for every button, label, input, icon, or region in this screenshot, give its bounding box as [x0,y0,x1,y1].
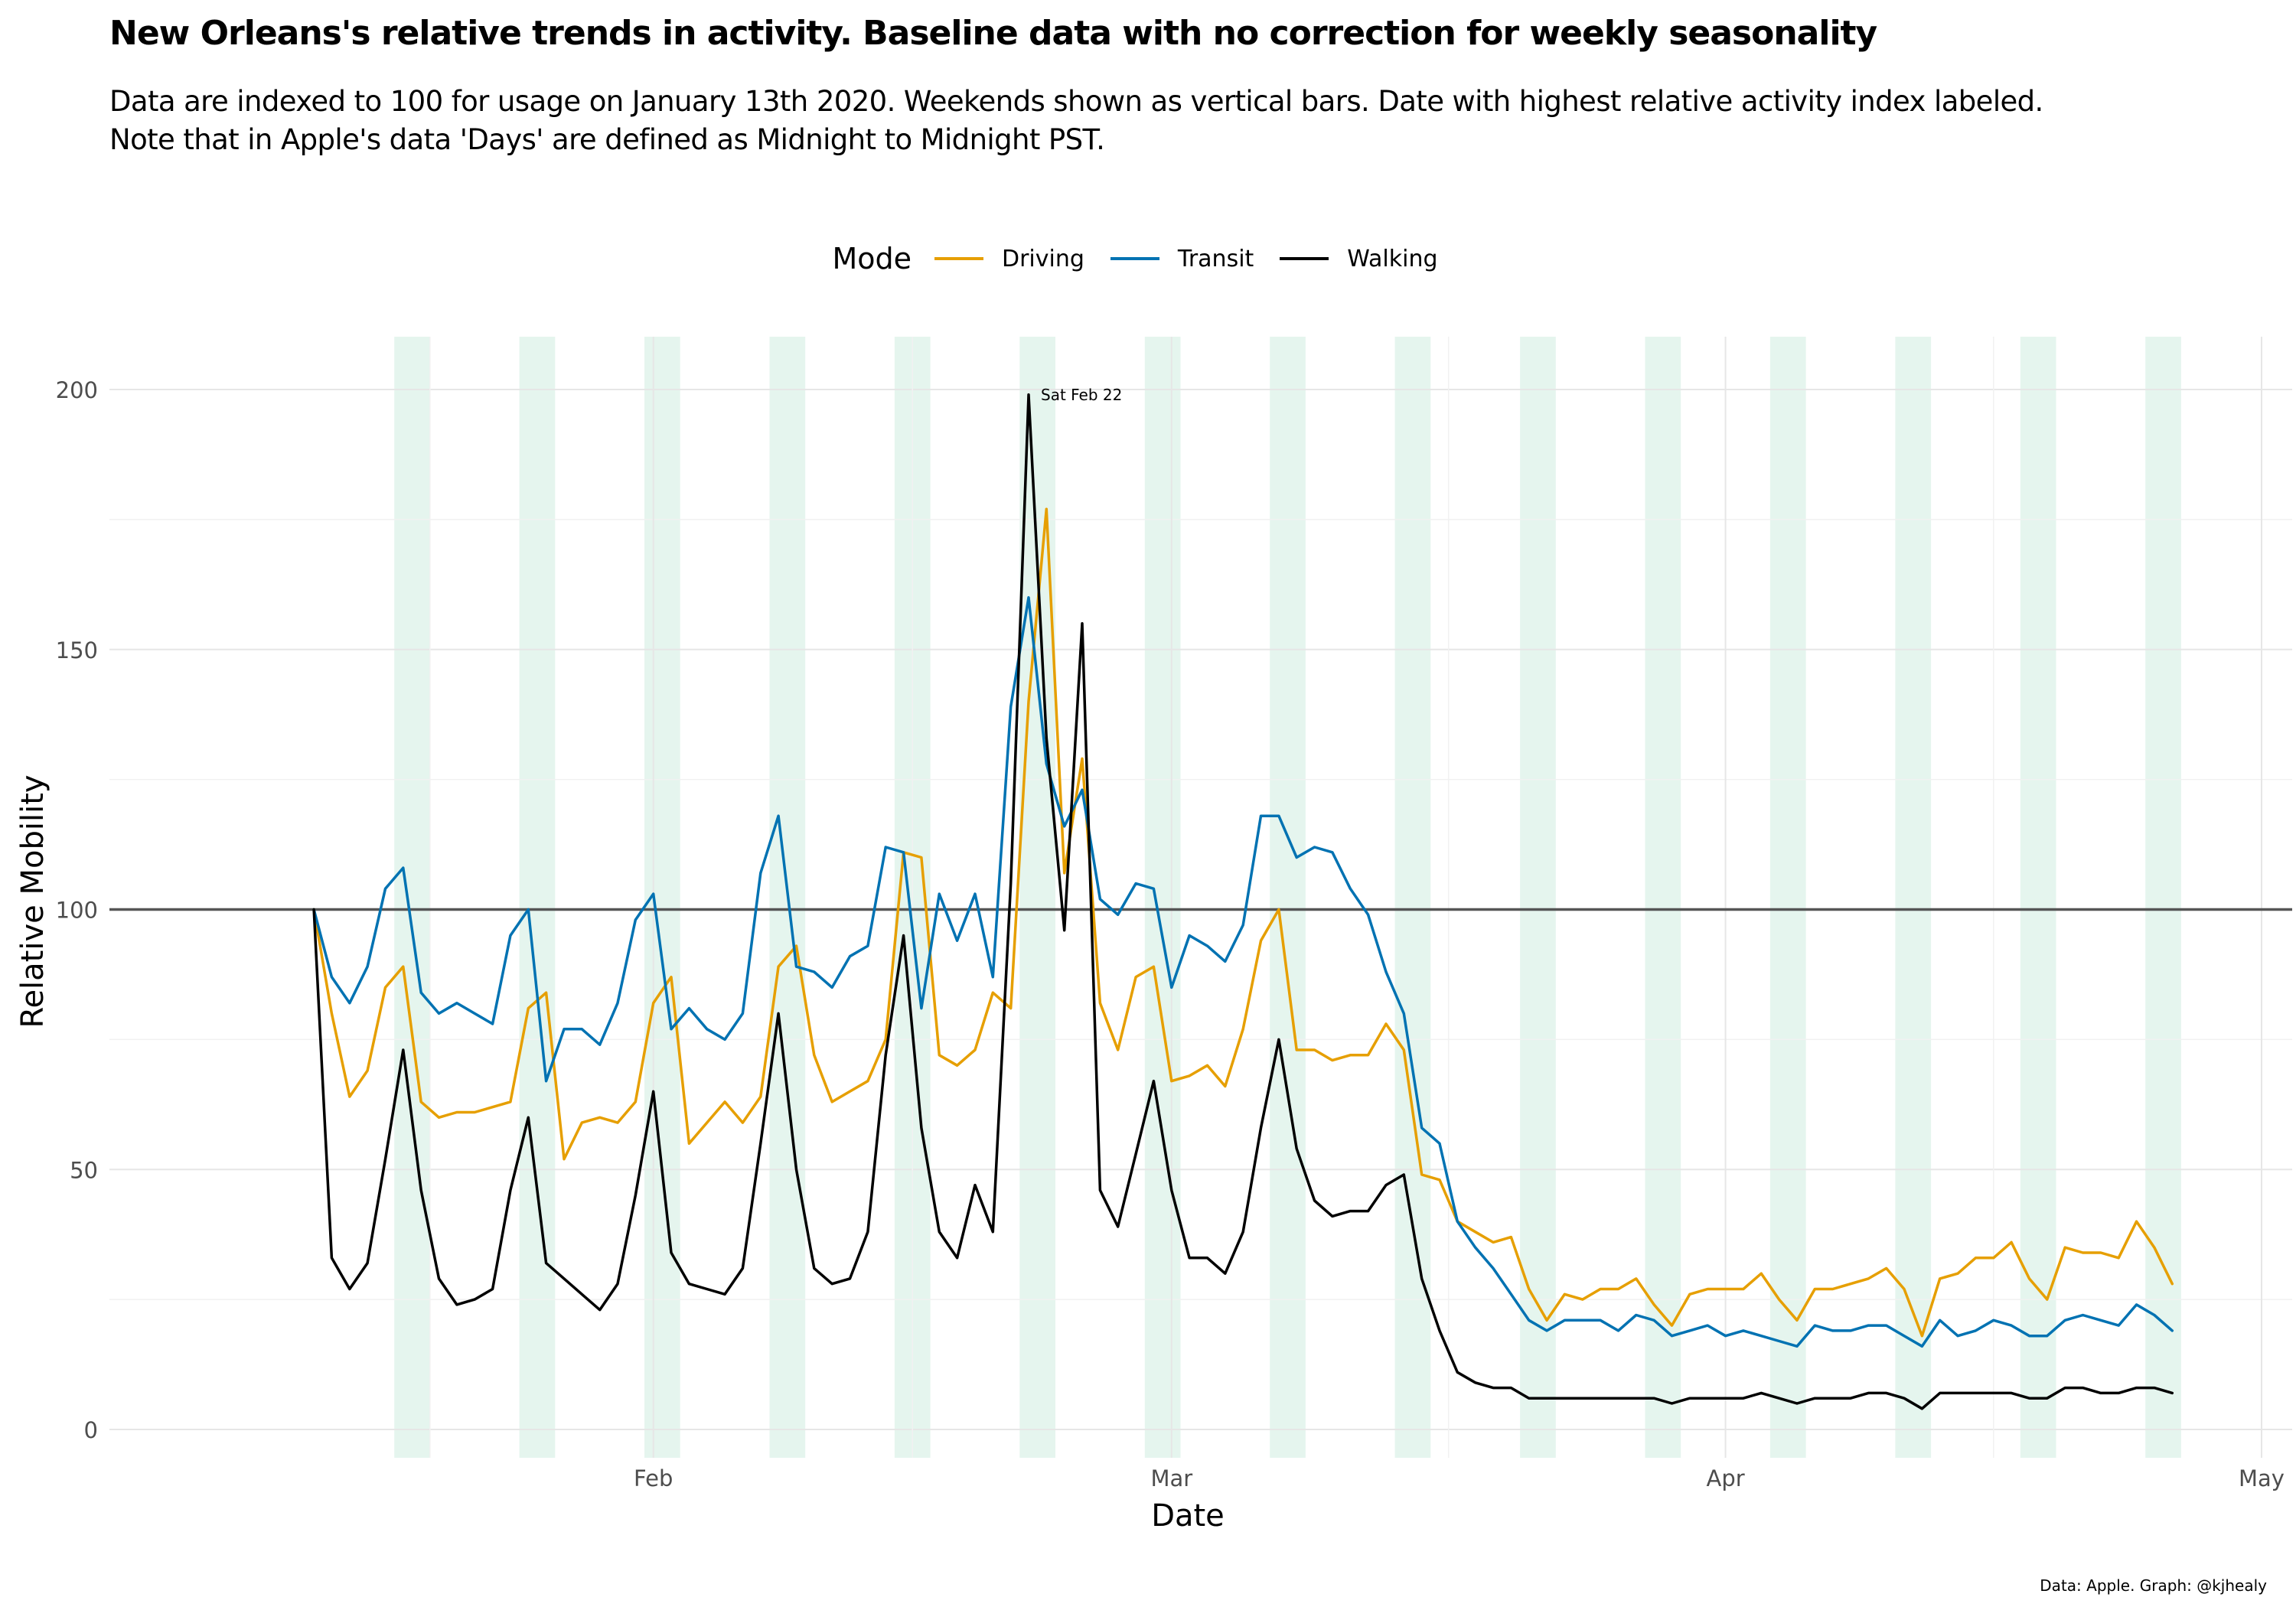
x-tick-label: Feb [634,1465,673,1491]
legend-label-driving: Driving [1002,245,1084,272]
legend-key-transit [1110,257,1159,260]
legend-label-walking: Walking [1347,245,1438,272]
subtitle-line-2: Note that in Apple's data 'Days' are def… [109,123,1105,156]
weekend-bar [1019,337,1055,1458]
legend-label-transit: Transit [1177,245,1254,272]
legend-title: Mode [832,242,912,275]
chart-title: New Orleans's relative trends in activit… [109,14,1877,53]
x-axis-label: Date [1151,1498,1225,1534]
series-line-walking [312,393,2174,1410]
weekend-bar [1520,337,1556,1458]
weekend-bar [1895,337,1932,1458]
y-axis-label: Relative Mobility [15,774,51,1028]
weekend-bar [1769,337,1806,1458]
x-tick-label: Mar [1150,1465,1192,1491]
legend-item-transit: Transit [1110,246,1254,272]
weekend-bar [1270,337,1306,1458]
chart-caption: Data: Apple. Graph: @kjhealy [2040,1576,2267,1595]
x-axis-ticks: Feb Mar Apr May [634,1465,2285,1491]
subtitle-line-1: Data are indexed to 100 for usage on Jan… [109,85,2043,118]
weekend-bars [394,337,2181,1458]
peak-annotation-label: Sat Feb 22 [1041,386,1122,404]
series-line-driving [312,507,2174,1338]
weekend-bar [1645,337,1681,1458]
series-lines [312,393,2174,1410]
series-line-transit [312,596,2174,1348]
y-axis-ticks: 0 50 100 150 200 [56,377,98,1443]
chart-subtitle: Data are indexed to 100 for usage on Jan… [109,83,2268,159]
grid-lines [109,337,2292,1458]
y-tick-label: 100 [56,898,98,924]
legend-key-driving [934,257,983,260]
legend-item-driving: Driving [934,246,1084,272]
legend-item-walking: Walking [1280,245,1438,272]
weekend-bar [2145,337,2181,1458]
y-tick-label: 50 [70,1157,98,1183]
weekend-bar [394,337,430,1458]
y-tick-label: 0 [84,1417,98,1443]
annotations: Sat Feb 22 [1041,386,1122,404]
y-tick-label: 200 [56,377,98,403]
weekend-bar [519,337,556,1458]
x-tick-label: Apr [1707,1465,1745,1491]
legend: Mode Driving Transit Walking [0,234,2296,283]
weekend-bar [1144,337,1181,1458]
y-tick-label: 150 [56,637,98,663]
weekend-bar [1394,337,1431,1458]
x-tick-label: May [2239,1465,2285,1491]
legend-key-walking [1280,257,1329,260]
